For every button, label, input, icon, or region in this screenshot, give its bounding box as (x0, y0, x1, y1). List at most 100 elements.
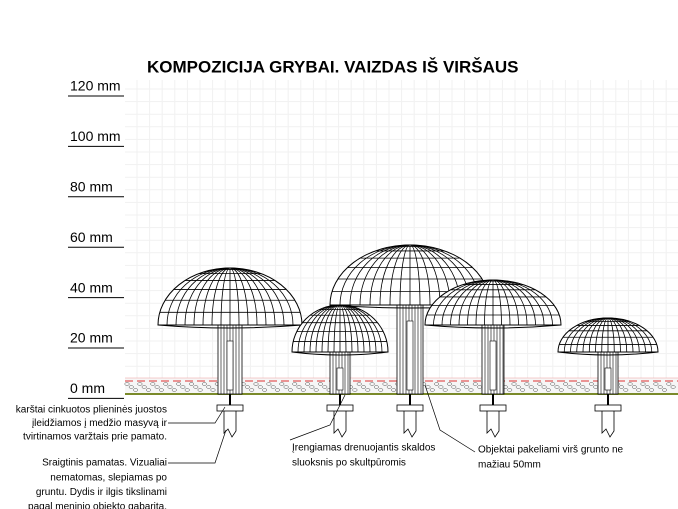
scale-label: 40 mm (70, 279, 113, 295)
gravel (249, 388, 255, 392)
gravel (515, 385, 521, 389)
gravel (292, 382, 298, 386)
leader-lines (168, 384, 476, 464)
gravel (365, 388, 371, 392)
gravel (141, 385, 147, 389)
gravel (670, 385, 676, 389)
note-line: Sraigtinis pamatas. Vizualiai (42, 458, 167, 469)
scale-label: 100 mm (70, 128, 121, 144)
note-line: karštai cinkuotos plieninės juostos (16, 405, 167, 416)
stem-slot (336, 367, 344, 391)
scale-label: 80 mm (70, 179, 113, 195)
gravel (146, 388, 151, 392)
gravel (133, 388, 139, 392)
gravel (576, 382, 581, 386)
note-line: Įrengiamas drenuojantis skaldos (292, 443, 435, 454)
gravel (262, 388, 268, 392)
gravel (279, 382, 285, 386)
note-line: tvirtinamos varžtais prie pamato. (23, 432, 167, 443)
gravel (322, 385, 328, 389)
gravel (649, 388, 655, 392)
plate (216, 404, 244, 412)
gravel (545, 388, 551, 392)
gravel (511, 382, 517, 386)
screw (601, 411, 615, 438)
stem-slot (489, 340, 497, 391)
mushroom (291, 304, 389, 438)
cap-rim (557, 351, 659, 356)
mushroom (424, 279, 562, 438)
gravel (554, 385, 560, 389)
gravel (520, 388, 526, 392)
gravel (210, 388, 216, 392)
gravel (541, 385, 547, 389)
scale-label: 20 mm (70, 330, 113, 346)
title: KOMPOZICIJA GRYBAI. VAIZDAS IŠ VIRŠAUS (147, 57, 519, 76)
gravel (588, 382, 594, 386)
stem-slot (406, 320, 414, 391)
gravel (455, 388, 461, 392)
mushrooms (157, 244, 659, 438)
note-line: pagal meninio objekto gabaritą. (28, 502, 167, 509)
gravel (313, 388, 319, 392)
gravel (623, 388, 629, 392)
gravel (163, 382, 169, 386)
gravel (567, 385, 573, 389)
gravel (193, 385, 199, 389)
cap-rim (157, 324, 303, 329)
note-line: įleidžiamos į medžio masyvą ir (32, 418, 168, 429)
gravel (300, 388, 306, 392)
gravel (184, 388, 190, 392)
gravel (283, 385, 289, 389)
gravel (318, 382, 323, 386)
gravel (257, 385, 263, 389)
gravel (150, 382, 156, 386)
scale-label: 120 mm (70, 78, 121, 94)
gravel (180, 385, 186, 389)
gravel (666, 382, 672, 386)
gravel (287, 388, 293, 392)
gravel (468, 388, 474, 392)
gravel (206, 385, 212, 389)
gravel (571, 388, 577, 392)
stem-slot (604, 367, 612, 391)
screw (333, 411, 347, 438)
gravel (391, 388, 397, 392)
screw (486, 411, 500, 438)
gravel (266, 382, 272, 386)
gravel (189, 382, 194, 386)
gravel (653, 382, 659, 386)
gravel (558, 388, 564, 392)
gravel (128, 385, 134, 389)
gravel (270, 385, 276, 389)
gravel (309, 385, 315, 389)
gravel (176, 382, 182, 386)
gravel (382, 382, 388, 386)
mushroom (157, 267, 303, 438)
gravel (386, 385, 392, 389)
gravel (662, 388, 667, 392)
gravel (356, 382, 362, 386)
note-line: Objektai pakeliami virš grunto ne (478, 445, 624, 456)
gravel (158, 388, 164, 392)
gravel (438, 385, 444, 389)
gravel (154, 385, 160, 389)
scale-label: 0 mm (70, 380, 105, 396)
gravel (619, 385, 624, 389)
gravel (275, 388, 280, 392)
gravel (464, 385, 470, 389)
gravel (124, 382, 130, 386)
gravel (537, 382, 543, 386)
cap-rim (291, 351, 389, 356)
gravel (507, 388, 513, 392)
gravel (563, 382, 569, 386)
gravel (201, 382, 207, 386)
gravel (369, 382, 375, 386)
gravel (296, 385, 302, 389)
gravel (528, 385, 534, 389)
gravel (550, 382, 556, 386)
plate (326, 404, 354, 412)
gravel (167, 385, 173, 389)
screw (223, 411, 237, 438)
gravel (451, 385, 457, 389)
